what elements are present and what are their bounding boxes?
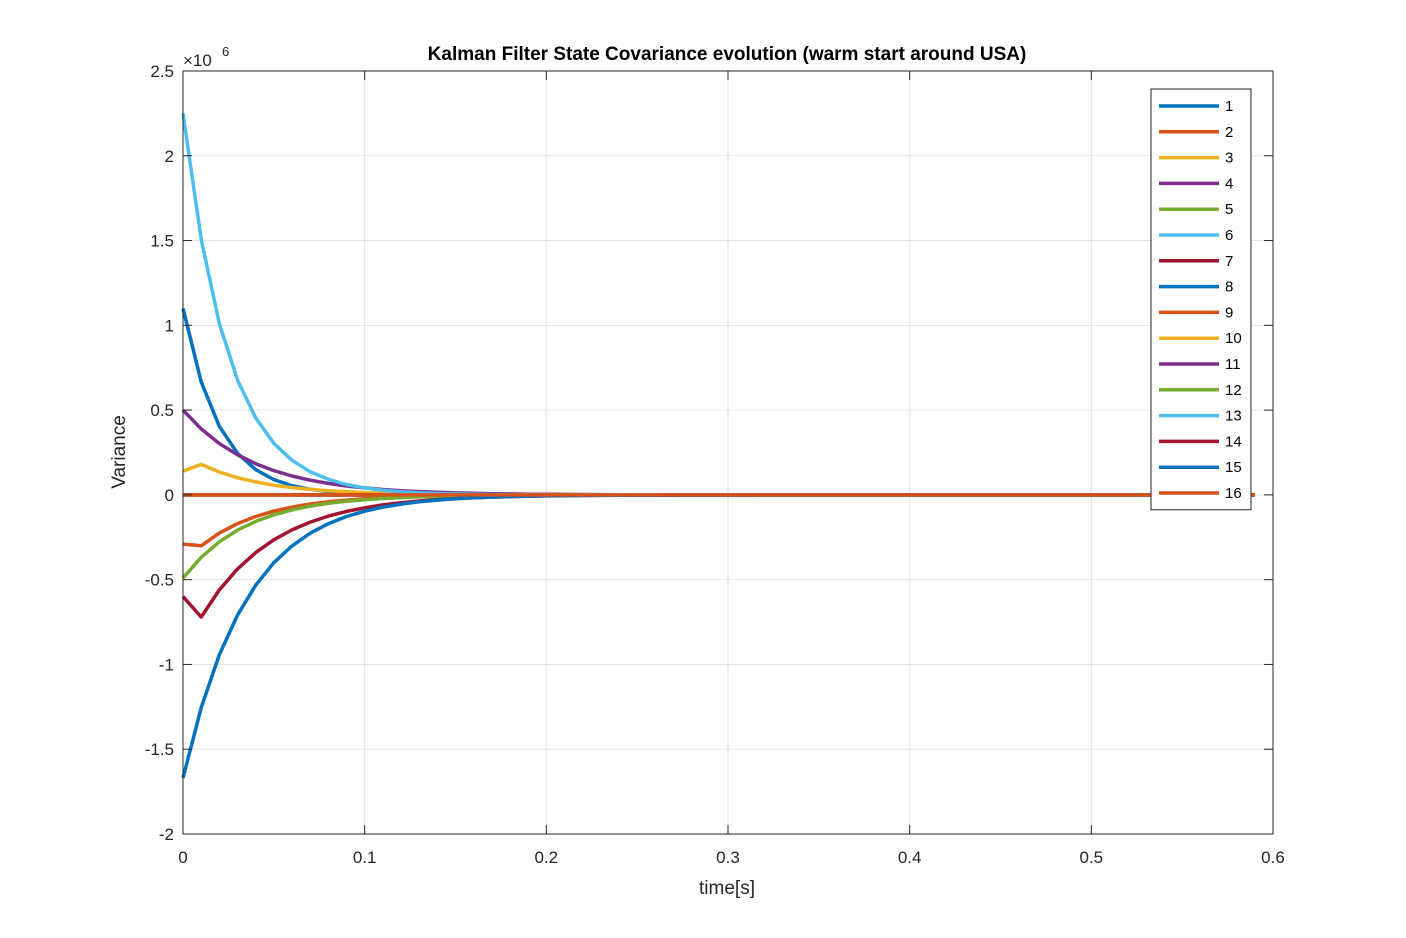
x-tick-label: 0.2 xyxy=(535,848,559,867)
legend-label-8: 8 xyxy=(1225,279,1233,296)
y-tick-label: 2.5 xyxy=(150,62,174,81)
x-tick-label: 0.1 xyxy=(353,848,377,867)
y-axis-label: Variance xyxy=(109,415,130,489)
legend-label-7: 7 xyxy=(1225,253,1233,270)
y-multiplier: ×10 6 xyxy=(183,44,229,70)
series-group xyxy=(181,113,1255,779)
legend-label-12: 12 xyxy=(1225,382,1242,399)
x-tick-label: 0.4 xyxy=(898,848,922,867)
y-tick-label: 0.5 xyxy=(150,401,174,420)
y-tick-label: -1.5 xyxy=(145,740,174,759)
legend-label-16: 16 xyxy=(1225,485,1242,502)
legend-label-6: 6 xyxy=(1225,227,1233,244)
y-tick-label: 1.5 xyxy=(150,232,174,251)
y-tick-label: -2 xyxy=(159,825,174,844)
chart-title: Kalman Filter State Covariance evolution… xyxy=(428,44,1027,65)
y-multiplier-exponent: 6 xyxy=(222,44,229,59)
y-tick-label: -0.5 xyxy=(145,571,174,590)
legend-label-13: 13 xyxy=(1225,408,1242,425)
y-tick-label: 1 xyxy=(165,316,174,335)
legend-label-9: 9 xyxy=(1225,304,1233,321)
legend-label-3: 3 xyxy=(1225,150,1233,167)
legend-label-5: 5 xyxy=(1225,201,1233,218)
legend-label-15: 15 xyxy=(1225,459,1242,476)
legend-label-4: 4 xyxy=(1225,175,1233,192)
x-tick-label: 0.6 xyxy=(1261,848,1285,867)
x-tick-label: 0 xyxy=(178,848,187,867)
x-tick-label: 0.3 xyxy=(716,848,740,867)
legend-label-2: 2 xyxy=(1225,124,1233,141)
legend-label-1: 1 xyxy=(1225,98,1233,115)
y-tick-label: 2 xyxy=(165,147,174,166)
y-tick-label: -1 xyxy=(159,655,174,674)
x-axis-label: time[s] xyxy=(699,878,755,899)
legend-label-14: 14 xyxy=(1225,433,1242,450)
y-multiplier-base: ×10 xyxy=(183,51,212,70)
x-tick-label: 0.5 xyxy=(1080,848,1104,867)
legend-label-10: 10 xyxy=(1225,330,1242,347)
ticks: 0 0.1 0.2 0.3 0.4 0.5 0.6 -2 -1.5 -1 -0.5 0 0.5 1 1.5 2… xyxy=(145,62,1285,867)
legend-label-11: 11 xyxy=(1225,356,1241,373)
y-tick-label: 0 xyxy=(165,486,174,505)
